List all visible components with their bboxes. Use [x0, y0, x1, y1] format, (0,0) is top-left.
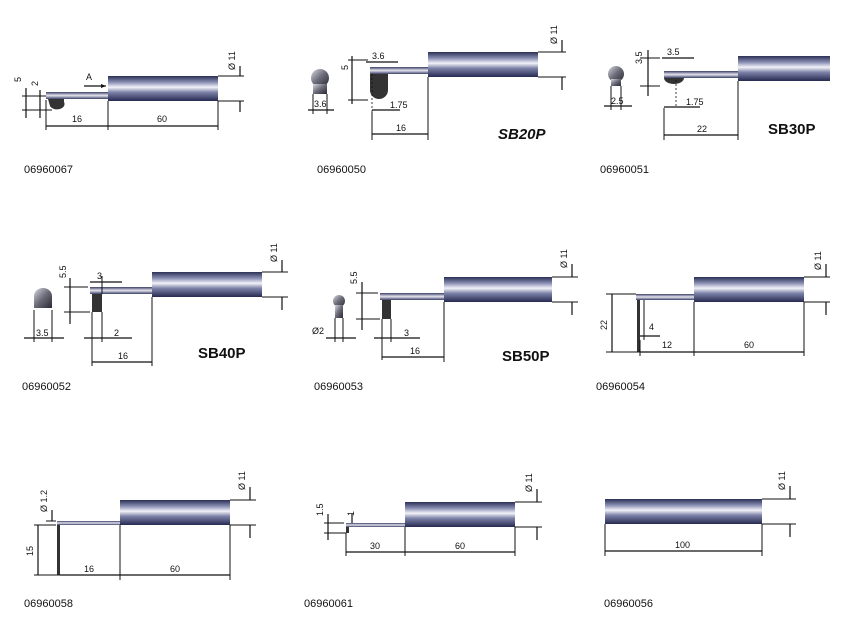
product-name: SB40P: [198, 345, 246, 362]
probe-06960061: Ø 11 1.5 1 30 60 06960061: [304, 473, 542, 610]
probe-stylus: [636, 294, 694, 300]
dim-height: 5: [340, 65, 350, 70]
dim-height: 5.5: [349, 271, 359, 284]
probe-tip-section: [311, 69, 329, 87]
dim-diameter: Ø 11: [227, 51, 237, 70]
dim-tip-width: 3.5: [36, 328, 49, 338]
probe-06960067: Ø 11 A 5 2 16 60 06960067: [13, 51, 244, 176]
probe-tip: [346, 527, 349, 533]
dim-length-2: 60: [455, 541, 465, 551]
dim-wire-diameter: Ø 1.2: [39, 490, 49, 512]
dim-length-1: 16: [396, 123, 406, 133]
product-name: SB20P: [498, 126, 547, 143]
probe-06960054: Ø 11 22 4 12 60 06960054: [596, 251, 830, 393]
probe-body: [152, 272, 262, 297]
probe-body: [405, 502, 515, 527]
probe-body: [108, 76, 218, 101]
dim-height: 1.5: [315, 503, 325, 516]
dim-offset: 1.75: [390, 100, 408, 110]
dim-diameter: Ø 11: [559, 249, 569, 268]
product-code: 06960061: [304, 598, 353, 610]
dim-height: 5: [13, 77, 23, 82]
dim-diameter: Ø 11: [237, 471, 247, 490]
probe-tip: [92, 294, 102, 312]
probe-06960050: Ø 11 3.6 5 3.6 1.75 16 SB20P 06960050: [308, 25, 566, 176]
probe-body: [738, 56, 830, 81]
dim-offset: 3: [404, 328, 409, 338]
product-code: 06960067: [24, 164, 73, 176]
product-code: 06960054: [596, 381, 645, 393]
dim-tip: 2: [30, 81, 40, 86]
dim-wire-diameter: 1: [346, 511, 356, 516]
probe-body: [444, 277, 552, 302]
product-name: SB30P: [768, 121, 816, 138]
dim-tip-width: 2.5: [611, 96, 624, 106]
dim-length-1: 16: [118, 351, 128, 361]
dim-tip-width: Ø2: [312, 326, 324, 336]
probe-stylus: [370, 67, 428, 74]
dim-length-1: 16: [410, 346, 420, 356]
dim-width: 3.5: [667, 47, 680, 57]
probe-06960052: Ø 11 3 5.5 3.5 2 16 SB40P 06960052: [22, 243, 288, 393]
dim-offset: 4: [649, 322, 654, 332]
probe-tip-section: [34, 288, 52, 308]
probe-06960056: Ø 11 100 06960056: [604, 471, 796, 610]
dim-height: 22: [599, 320, 609, 330]
dim-length-2: 60: [157, 114, 167, 124]
product-code: 06960053: [314, 381, 363, 393]
dim-length-1: 22: [697, 124, 707, 134]
dim-height: 3.5: [634, 51, 644, 64]
product-code: 06960056: [604, 598, 653, 610]
dim-arrow-label: A: [86, 72, 92, 82]
probe-06960053: Ø 11 5.5 Ø2 3 16 SB50P 06960053: [312, 249, 578, 393]
dim-width: 3.6: [372, 51, 385, 61]
dim-diameter: Ø 11: [777, 471, 787, 490]
product-code: 06960058: [24, 598, 73, 610]
probe-tip: [664, 78, 684, 84]
dim-offset: 2: [114, 328, 119, 338]
probe-stylus: [346, 523, 405, 527]
probe-body: [605, 499, 762, 524]
probe-body: [694, 277, 804, 302]
dim-length-2: 60: [170, 564, 180, 574]
probe-tip: [637, 300, 640, 352]
probe-stylus: [664, 71, 738, 78]
probe-body: [428, 52, 538, 77]
dim-length-1: 12: [662, 340, 672, 350]
probe-tip: [48, 99, 65, 110]
probe-stylus: [90, 287, 152, 294]
probe-tip-section: [608, 66, 624, 82]
product-name: SB50P: [502, 348, 550, 365]
product-code: 06960051: [600, 164, 649, 176]
dim-length-1: 30: [370, 541, 380, 551]
dim-diameter: Ø 11: [524, 473, 534, 492]
dim-tip-width: 3.6: [314, 99, 327, 109]
probe-body: [120, 500, 230, 525]
probe-06960058: Ø 11 Ø 1.2 15 16 60 06960058: [24, 471, 256, 610]
product-code: 06960050: [317, 164, 366, 176]
dim-length-1: 16: [84, 564, 94, 574]
dim-length-2: 60: [744, 340, 754, 350]
probe-stylus: [380, 293, 444, 300]
dim-length-1: 16: [72, 114, 82, 124]
probe-tip-section: [333, 295, 345, 307]
probe-tip: [382, 300, 391, 319]
probe-stylus: [46, 92, 108, 99]
probe-06960051: 3.5 3.5 2.5 1.75 22 SB30P 06960051: [600, 47, 830, 176]
dim-height: 5.5: [58, 265, 68, 278]
dim-diameter: Ø 11: [549, 25, 559, 44]
product-code: 06960052: [22, 381, 71, 393]
dim-offset: 1.75: [686, 97, 704, 107]
probe-tip: [57, 525, 60, 575]
dim-height: 15: [25, 546, 35, 556]
dim-diameter: Ø 11: [813, 251, 823, 270]
dim-length-1: 100: [675, 540, 690, 550]
probe-tip: [370, 74, 388, 99]
dim-width: 3: [97, 271, 102, 281]
probe-stylus: [57, 521, 120, 525]
dim-diameter: Ø 11: [269, 243, 279, 262]
